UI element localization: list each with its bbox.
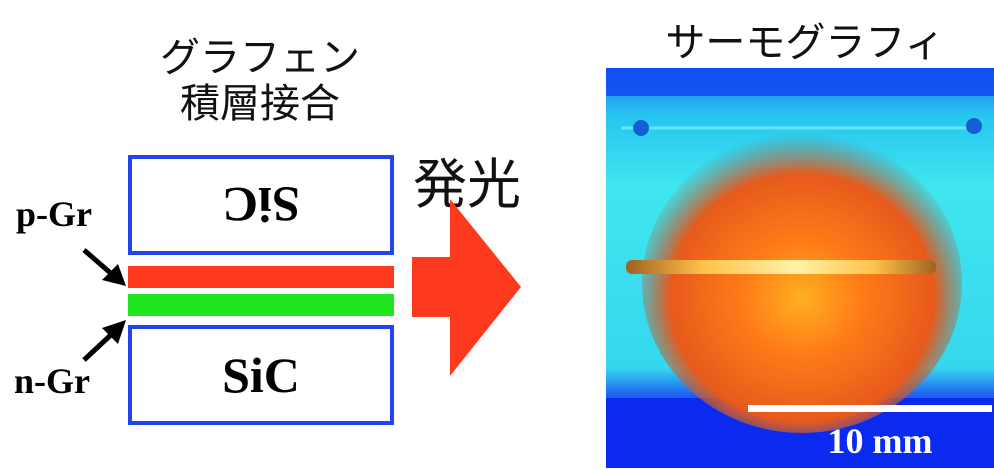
scale-bar [748, 405, 992, 412]
sic-top-label: SiC [222, 177, 300, 233]
junction-title-line1: グラフェン [160, 35, 360, 81]
p-gr-label: p-Gr [16, 194, 92, 234]
sic-substrate-bottom: SiC [128, 325, 394, 425]
emission-arrow-icon [412, 199, 521, 376]
sic-substrate-top: SiC [128, 155, 394, 255]
p-pointer-arrow-icon [82, 248, 126, 286]
n-graphene-layer [128, 294, 394, 316]
sic-bottom-label: SiC [222, 347, 300, 403]
thermography-title: サーモグラフィ [665, 20, 945, 66]
n-gr-label: n-Gr [14, 361, 90, 401]
thermography-image [606, 68, 994, 468]
emission-label: 発光 [413, 153, 521, 216]
junction-title-line2: 積層接合 [180, 81, 340, 127]
p-graphene-layer [128, 266, 394, 288]
layer-pointer-arrows [82, 248, 126, 362]
junction-title: グラフェン 積層接合 [130, 36, 390, 126]
scale-bar-label: 10 mm [827, 421, 933, 461]
n-pointer-arrow-icon [82, 320, 126, 362]
